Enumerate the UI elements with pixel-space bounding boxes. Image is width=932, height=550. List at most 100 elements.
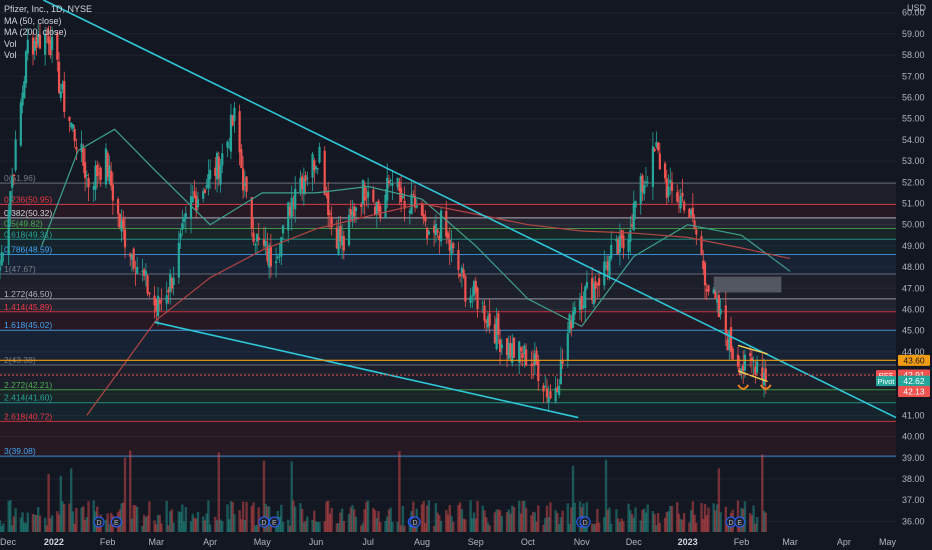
volume-bar — [274, 523, 278, 532]
candle-body — [450, 244, 453, 255]
volume-bar — [189, 521, 193, 532]
candle-body — [323, 150, 326, 195]
fib-label: 2.414(41.60) — [4, 393, 52, 403]
dividend-marker[interactable] — [93, 516, 105, 528]
y-tick-label: 54.00 — [902, 135, 925, 145]
volume-bar — [340, 508, 344, 532]
candle-body — [0, 252, 3, 266]
volume-bar — [530, 515, 533, 532]
candle-body — [667, 186, 670, 197]
fib-label: 0.236(50.95) — [4, 195, 52, 205]
drawings[interactable] — [43, 0, 897, 419]
price-tag — [876, 376, 896, 387]
trendline[interactable] — [154, 321, 579, 419]
volume-bar — [24, 523, 28, 532]
candle-body — [83, 162, 87, 179]
volume-bar — [170, 509, 174, 532]
price-axis[interactable]: 36.0037.0038.0039.0040.0041.0042.0043.00… — [896, 0, 932, 550]
volume-bar — [207, 500, 210, 532]
volume-bar — [472, 512, 476, 532]
highlight-rectangle[interactable] — [713, 276, 782, 293]
trendline[interactable] — [43, 0, 897, 419]
earnings-marker[interactable] — [734, 516, 746, 528]
event-markers[interactable]: DEDEEDEDDE — [93, 516, 746, 528]
smile-pattern[interactable] — [759, 384, 772, 390]
candle-body — [505, 338, 509, 356]
volume-bar — [634, 507, 637, 532]
time-axis[interactable]: Dec 2022 Feb Mar Apr May Jun Jul Aug Sep Oct Nov Dec… — [0, 532, 932, 550]
candle-body — [498, 339, 502, 353]
volume-legend-2[interactable]: Vol — [4, 50, 17, 60]
fib-label: 3(39.08) — [4, 446, 36, 456]
volume-bar — [120, 503, 123, 532]
marker-letter: E — [737, 520, 742, 527]
earnings-marker[interactable] — [268, 516, 280, 528]
volume-bar — [219, 519, 222, 532]
candle-body — [207, 174, 210, 189]
volume-bar — [287, 519, 290, 532]
dividend-marker[interactable] — [579, 516, 591, 528]
candle-body — [21, 92, 24, 106]
volume-bar — [379, 522, 382, 532]
candle-body — [549, 391, 552, 399]
candle-body — [629, 230, 632, 242]
volume-legend[interactable]: Vol — [4, 38, 17, 49]
volume-bar — [707, 507, 710, 532]
volume-bar — [420, 504, 424, 532]
volume-bar — [267, 506, 271, 532]
y-tick-label: 55.00 — [902, 114, 925, 124]
volume-bar — [509, 513, 512, 532]
volume-bar — [233, 514, 236, 532]
candle-body — [523, 345, 526, 354]
wedge-upper-line[interactable] — [737, 344, 768, 355]
volume-bar — [328, 513, 332, 532]
candle-body — [2, 252, 5, 254]
volume-bar — [665, 512, 668, 532]
candle-body — [179, 233, 182, 239]
ma200-legend[interactable]: MA (200, close) — [4, 27, 67, 37]
ma50-line — [41, 128, 791, 328]
x-tick-label: Aug — [414, 537, 430, 547]
candle-body — [433, 225, 436, 233]
candle-body — [158, 300, 161, 304]
candle-body — [269, 247, 272, 267]
candle-body — [740, 368, 743, 375]
wedge-lower-line[interactable] — [737, 370, 768, 383]
candle-body — [148, 292, 151, 295]
volume-bar — [26, 512, 29, 532]
symbol-title[interactable]: Pfizer, Inc., 1D, NYSE — [4, 4, 93, 14]
candle-body — [596, 282, 599, 285]
smile-pattern[interactable] — [737, 384, 750, 390]
earnings-marker[interactable] — [110, 516, 122, 528]
candle-body — [485, 320, 488, 323]
x-tick-label: Apr — [837, 537, 851, 547]
volume-bar — [158, 515, 161, 532]
volume-bar — [590, 523, 594, 532]
candle-body — [325, 194, 328, 196]
volume-bar — [0, 525, 3, 532]
dividend-marker[interactable] — [409, 516, 421, 528]
candle-body — [31, 37, 35, 55]
volume-bar — [424, 523, 427, 532]
candle-body — [254, 244, 257, 246]
ma50-legend[interactable]: MA (50, close) — [4, 15, 62, 26]
volume-bar — [670, 506, 674, 532]
candle-body — [7, 209, 10, 256]
volume-bar — [422, 501, 425, 532]
volume-bar — [578, 501, 582, 532]
candle-body — [262, 239, 266, 246]
volume-bar — [469, 500, 472, 532]
candle-body — [165, 295, 168, 304]
fibonacci-levels[interactable]: 0(51.96) 0.236(50.95) 0.382(50.32)0.5(49.8… — [0, 173, 896, 457]
volume-bar — [14, 508, 17, 532]
candle-body — [96, 164, 99, 177]
candle-body — [155, 299, 158, 312]
candle-body — [215, 152, 219, 180]
candle-body — [184, 213, 187, 219]
y-tick-label: 38.00 — [902, 474, 925, 484]
candle-body — [226, 141, 229, 148]
candle-body — [340, 235, 344, 246]
marker-letter: E — [114, 520, 119, 527]
